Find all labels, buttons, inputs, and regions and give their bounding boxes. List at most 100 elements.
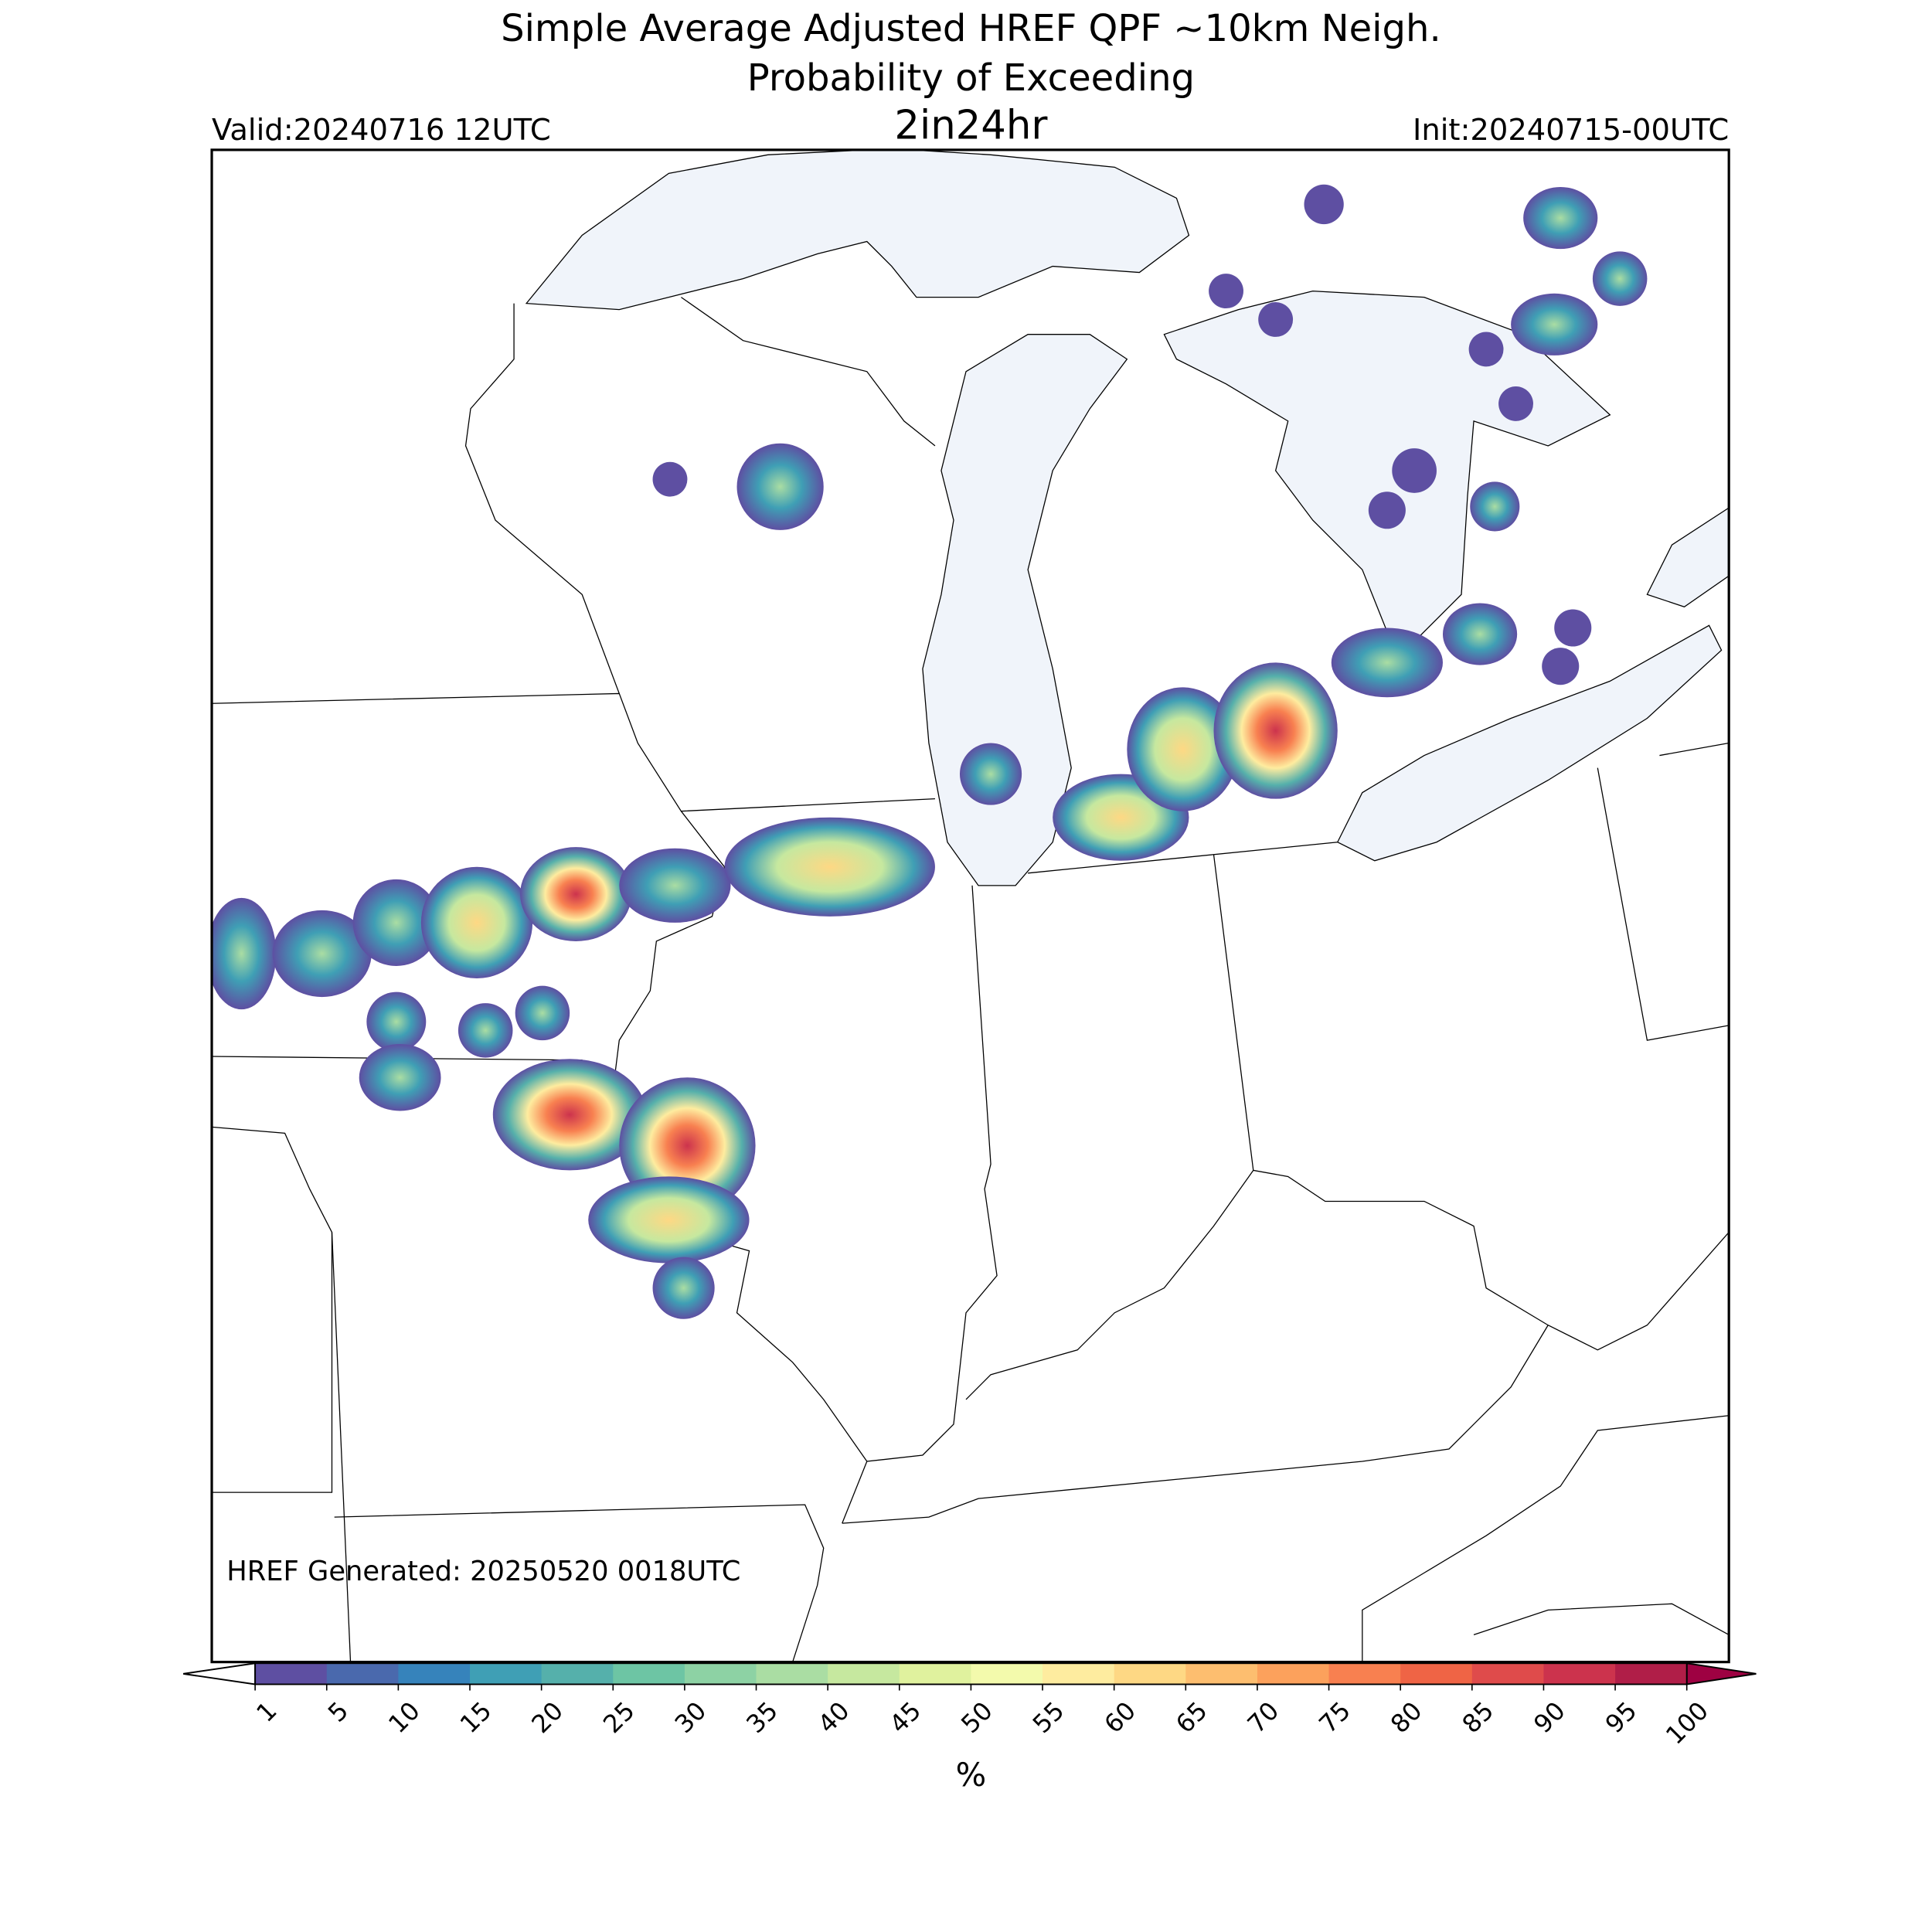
- prob-area: [492, 1059, 647, 1171]
- prob-area: [457, 1003, 513, 1058]
- colorbar-extend-min: [183, 1662, 257, 1685]
- colorbar-tick-label: 100: [1660, 1696, 1714, 1750]
- colorbar-tick-label: 45: [884, 1696, 927, 1739]
- map-frame: [210, 148, 1730, 1664]
- generated-time: HREF Generated: 20250520 0018UTC: [226, 1556, 740, 1587]
- colorbar-segment: [1043, 1663, 1115, 1685]
- state-line: [842, 885, 998, 1524]
- lake-erie: [1336, 624, 1723, 862]
- colorbar-label: %: [956, 1756, 987, 1794]
- colorbar-segment: [1114, 1663, 1187, 1685]
- prob-area: [959, 743, 1022, 805]
- prob-area: [359, 1043, 441, 1111]
- state-line: [681, 297, 936, 447]
- prob-area: [652, 461, 688, 497]
- lake-michigan: [922, 334, 1128, 886]
- prob-area: [352, 879, 440, 966]
- colorbar-segment: [1257, 1663, 1330, 1685]
- state-line: [1213, 854, 1730, 1351]
- prob-area: [515, 985, 570, 1041]
- state-line: [1473, 1603, 1730, 1635]
- probability-field: [212, 184, 1648, 1319]
- prob-area: [1258, 302, 1294, 337]
- prob-area: [212, 897, 277, 1010]
- state-line: [1028, 842, 1338, 874]
- prob-area: [1511, 293, 1598, 355]
- init-time: Init:20240715-00UTC: [1413, 113, 1729, 148]
- colorbar-tick-label: 30: [669, 1696, 713, 1739]
- colorbar-tick-label: 90: [1528, 1696, 1571, 1739]
- colorbar-segment: [756, 1663, 828, 1685]
- colorbar-segment: [1400, 1663, 1473, 1685]
- colorbar-tick-label: 70: [1242, 1696, 1285, 1739]
- state-line: [842, 1325, 1549, 1524]
- colorbar-segment: [1471, 1663, 1545, 1685]
- state-line: [464, 303, 620, 694]
- valid-time: Valid:20240716 12UTC: [212, 113, 551, 148]
- prob-area: [1470, 481, 1520, 532]
- colorbar-segment: [255, 1663, 328, 1685]
- prob-area: [520, 847, 632, 941]
- colorbar-tick-label: 85: [1457, 1696, 1500, 1739]
- colorbar-segment: [326, 1663, 400, 1685]
- colorbar-segment: [1543, 1663, 1616, 1685]
- colorbar-tick-label: 10: [383, 1696, 426, 1739]
- prob-area: [1542, 648, 1580, 685]
- colorbar-tick-label: 40: [812, 1696, 855, 1739]
- prob-area: [1442, 603, 1518, 665]
- state-line: [1597, 767, 1730, 1041]
- title-line: Probability of Exceeding: [747, 56, 1195, 100]
- state-line: [331, 1232, 352, 1662]
- colorbar-segment: [1185, 1663, 1258, 1685]
- colorbar-segment: [971, 1663, 1043, 1685]
- lake-huron: [1163, 290, 1611, 645]
- prob-area: [1331, 628, 1443, 698]
- prob-area: [1592, 251, 1648, 306]
- colorbar-segment: [899, 1663, 972, 1685]
- colorbar-tick-label: 75: [1313, 1696, 1356, 1739]
- colorbar-tick-label: 1: [250, 1696, 282, 1727]
- colorbar-tick-label: 80: [1385, 1696, 1428, 1739]
- colorbar-segment: [1615, 1663, 1688, 1685]
- colorbar-tick-label: 60: [1098, 1696, 1141, 1739]
- prob-area: [366, 992, 427, 1052]
- colorbar-tick-label: 55: [1027, 1696, 1070, 1739]
- prob-area: [1368, 492, 1406, 529]
- lake-ontario: [1646, 507, 1730, 607]
- prob-area: [724, 817, 935, 917]
- prob-area: [1392, 448, 1437, 493]
- colorbar-frame: [254, 1662, 1688, 1685]
- colorbar-segment: [684, 1663, 757, 1685]
- colorbar-tick-label: 20: [526, 1696, 569, 1739]
- prob-area: [1468, 332, 1504, 367]
- colorbar-tick-label: 50: [955, 1696, 998, 1739]
- state-line: [334, 1504, 825, 1662]
- state-line: [212, 692, 935, 812]
- state-line: [965, 1170, 1254, 1400]
- colorbar-tick-label: 95: [1600, 1696, 1643, 1739]
- colorbar-segment: [1328, 1663, 1401, 1685]
- colorbar-segment: [828, 1663, 900, 1685]
- title-line: Simple Average Adjusted HREF QPF ~10km N…: [501, 7, 1441, 50]
- colorbar-tick-label: 5: [322, 1696, 354, 1727]
- prob-area: [619, 848, 731, 923]
- prob-area: [652, 1257, 715, 1319]
- prob-area: [1498, 386, 1533, 421]
- colorbar-tick-label: 65: [1170, 1696, 1213, 1739]
- prob-area: [420, 866, 533, 979]
- colorbar-segment: [541, 1663, 614, 1685]
- prob-area: [1554, 609, 1592, 647]
- prob-area: [588, 1176, 750, 1264]
- colorbar-segment: [470, 1663, 543, 1685]
- threshold: 2in24hr: [894, 102, 1048, 148]
- colorbar-tick-label: 15: [454, 1696, 498, 1739]
- prob-area: [1304, 184, 1344, 225]
- colorbar-tick-label: 25: [597, 1696, 641, 1739]
- state-line: [1362, 1415, 1730, 1662]
- state-line: [1659, 742, 1730, 757]
- colorbar-segment: [613, 1663, 685, 1685]
- prob-area: [1523, 186, 1598, 250]
- map: [212, 149, 1730, 1662]
- lake-superior: [525, 149, 1190, 311]
